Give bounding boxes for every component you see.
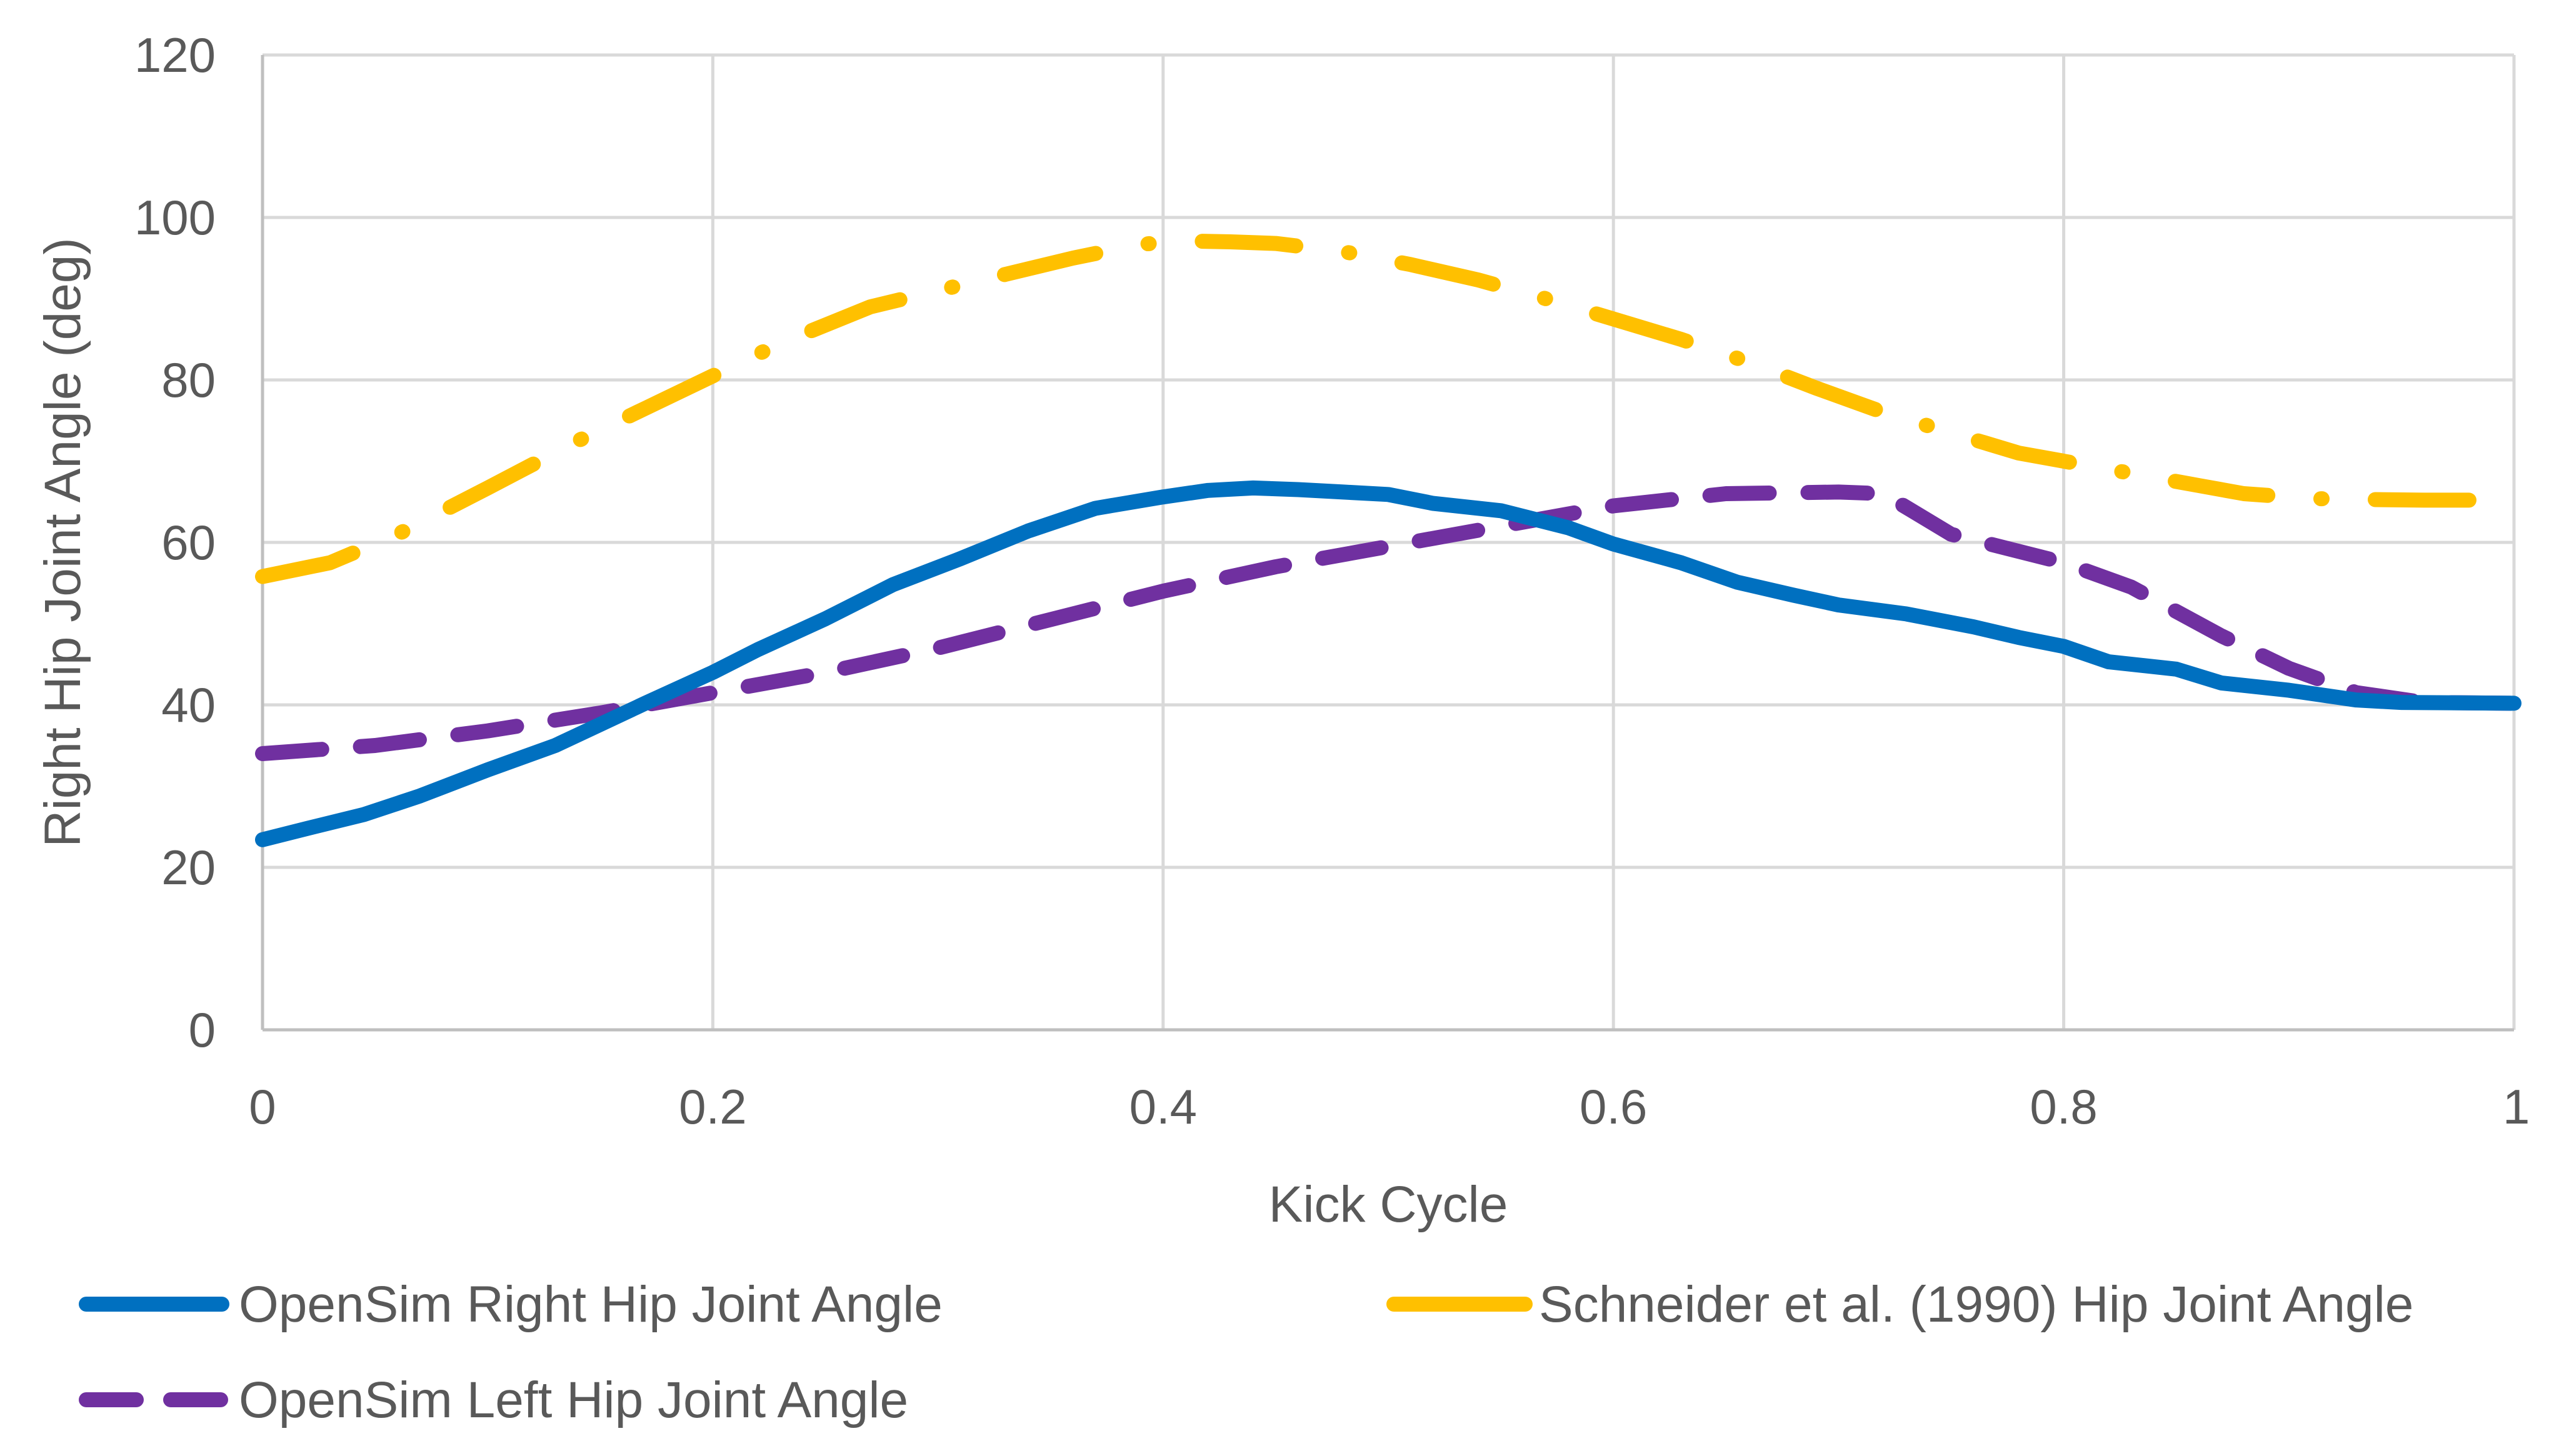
y-tick-label: 100 <box>134 190 216 245</box>
x-axis-title: Kick Cycle <box>1269 1176 1508 1233</box>
gridlines <box>263 53 2516 1030</box>
x-tick-label: 0 <box>249 1079 276 1134</box>
y-tick-label: 40 <box>161 677 216 732</box>
series-line-0 <box>255 480 2521 847</box>
y-axis-title: Right Hip Joint Angle (deg) <box>34 237 91 847</box>
legend-item-schneider: Schneider et al. (1990) Hip Joint Angle <box>1386 1276 2413 1333</box>
y-tick-label: 80 <box>161 352 216 407</box>
legend-item-opensim-left: OpenSim Left Hip Joint Angle <box>79 1372 908 1429</box>
axes <box>261 55 2514 1032</box>
tick-labels: 0 20 40 60 80 100 120 0 0.2 0.4 0.6 0.8 1 <box>134 27 2530 1134</box>
legend-label-opensim-left: OpenSim Left Hip Joint Angle <box>239 1372 908 1429</box>
x-tick-label: 0.6 <box>1580 1079 1647 1134</box>
x-tick-label: 0.4 <box>1129 1079 1197 1134</box>
y-tick-label: 0 <box>189 1002 216 1057</box>
series-layer <box>255 233 2521 847</box>
y-tick-label: 60 <box>161 515 216 570</box>
legend-item-opensim-right: OpenSim Right Hip Joint Angle <box>79 1276 943 1333</box>
y-tick-label: 20 <box>161 840 216 895</box>
legend-label-schneider: Schneider et al. (1990) Hip Joint Angle <box>1539 1276 2413 1333</box>
x-tick-label: 0.8 <box>2030 1079 2097 1134</box>
series-line-1 <box>255 484 2521 761</box>
series-line-2 <box>255 233 2521 584</box>
x-tick-label: 1 <box>2503 1079 2530 1134</box>
legend-label-opensim-right: OpenSim Right Hip Joint Angle <box>239 1276 943 1333</box>
legend: OpenSim Right Hip Joint Angle Schneider … <box>79 1276 2413 1429</box>
x-tick-label: 0.2 <box>679 1079 746 1134</box>
y-tick-label: 120 <box>134 27 216 82</box>
